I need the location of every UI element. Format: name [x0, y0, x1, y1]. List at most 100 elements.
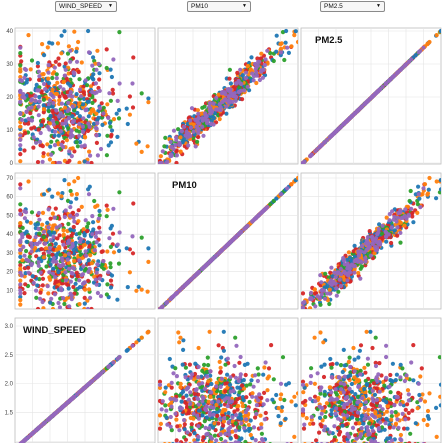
data-point: [202, 116, 207, 121]
y-tick-label: 0: [10, 161, 14, 167]
data-point: [174, 160, 179, 164]
data-point: [19, 117, 24, 122]
data-point: [158, 154, 163, 159]
data-point: [47, 187, 52, 192]
data-point: [72, 149, 77, 154]
data-point: [85, 306, 90, 309]
data-point: [47, 270, 52, 275]
data-point: [370, 237, 375, 242]
data-point: [23, 67, 29, 72]
data-point: [33, 98, 38, 103]
data-point: [61, 242, 66, 247]
data-point: [21, 244, 26, 249]
data-point: [68, 227, 73, 232]
data-point: [259, 51, 264, 56]
data-point: [60, 239, 65, 244]
data-point: [352, 270, 357, 275]
data-point: [329, 133, 334, 139]
data-point: [26, 270, 31, 275]
data-point: [111, 360, 116, 365]
data-point: [50, 160, 56, 164]
data-point: [37, 277, 42, 282]
data-point: [66, 126, 71, 131]
data-point: [94, 282, 99, 287]
data-point: [67, 93, 72, 98]
data-point: [35, 64, 41, 69]
data-point: [20, 225, 25, 230]
data-point: [86, 114, 91, 119]
data-point: [186, 143, 191, 148]
data-point: [76, 69, 81, 75]
data-point: [92, 198, 97, 204]
data-point: [51, 101, 56, 106]
data-point: [396, 210, 401, 216]
data-point: [68, 291, 73, 296]
data-point: [54, 225, 59, 230]
data-point: [48, 238, 53, 243]
data-point: [69, 297, 74, 302]
data-point: [356, 270, 361, 276]
data-point: [18, 291, 23, 296]
column-selector-3[interactable]: PM2.5 ▼: [320, 1, 385, 12]
data-point: [81, 102, 86, 107]
data-point: [200, 266, 205, 271]
data-point: [384, 234, 389, 239]
data-point: [384, 81, 389, 86]
data-point: [111, 117, 117, 122]
data-point: [26, 33, 31, 38]
data-point: [37, 240, 42, 245]
data-point: [243, 225, 249, 230]
data-point: [207, 104, 212, 109]
data-point: [46, 250, 52, 255]
data-point: [358, 266, 363, 271]
data-point: [421, 186, 426, 191]
data-point: [89, 306, 94, 309]
data-point: [65, 257, 70, 262]
data-point: [97, 208, 102, 214]
data-point: [50, 211, 56, 216]
data-point: [319, 143, 324, 148]
data-point: [18, 294, 23, 299]
data-point: [177, 143, 182, 148]
data-point: [338, 284, 343, 289]
data-point: [101, 266, 106, 271]
data-point: [83, 249, 88, 254]
data-point: [84, 253, 89, 258]
data-point: [68, 59, 73, 64]
data-point: [73, 281, 78, 286]
data-point: [390, 209, 395, 214]
data-point: [82, 242, 87, 247]
data-point: [97, 71, 102, 76]
data-point: [72, 258, 77, 263]
data-point: [57, 98, 62, 103]
data-point: [178, 135, 183, 140]
data-point: [214, 95, 219, 101]
data-point: [70, 271, 75, 276]
data-point: [258, 56, 263, 61]
data-point: [402, 223, 407, 228]
data-point: [65, 90, 70, 95]
column-selector-2[interactable]: PM10 ▼: [187, 1, 251, 12]
data-point: [238, 81, 243, 86]
data-point: [62, 29, 67, 34]
data-point: [193, 117, 198, 122]
data-point: [308, 290, 314, 296]
data-point: [263, 57, 268, 62]
data-point: [327, 287, 332, 292]
data-point: [74, 270, 79, 275]
data-point: [69, 192, 74, 197]
column-selector-1[interactable]: WIND_SPEED ▼: [55, 1, 117, 12]
data-point: [293, 29, 298, 34]
data-point: [228, 99, 233, 104]
data-point: [66, 286, 71, 291]
data-point: [104, 65, 109, 71]
data-point: [38, 296, 43, 301]
data-point: [87, 287, 92, 292]
data-point: [134, 340, 139, 345]
data-point: [108, 98, 113, 103]
data-point: [79, 60, 84, 65]
data-point: [134, 141, 139, 146]
data-point: [48, 262, 53, 267]
data-point: [359, 260, 364, 265]
data-point: [309, 152, 314, 157]
